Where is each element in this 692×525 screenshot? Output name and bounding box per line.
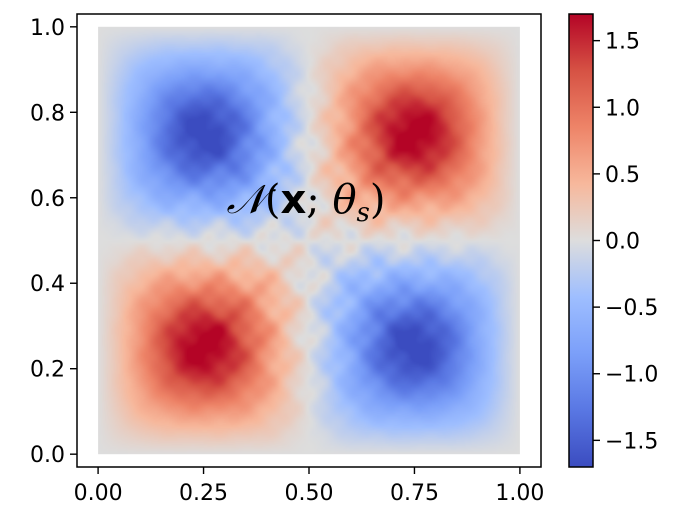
x-axis: 0.00 0.25 0.50 0.75 1.00 bbox=[74, 467, 544, 506]
y-tick-label: 0.6 bbox=[30, 187, 65, 212]
colorbar: 1.5 1.0 0.5 0.0 −0.5 −1.0 −1.5 bbox=[568, 13, 658, 468]
annotation-open-paren: ( bbox=[265, 177, 281, 223]
y-tick-label: 0.4 bbox=[30, 272, 65, 297]
x-tick-label: 0.75 bbox=[390, 481, 439, 506]
y-tick-label: 0.8 bbox=[30, 101, 65, 126]
heatmap-image bbox=[98, 26, 520, 455]
colorbar-ticks: 1.5 1.0 0.5 0.0 −0.5 −1.0 −1.5 bbox=[593, 30, 658, 454]
colorbar-tick-label: −1.0 bbox=[605, 363, 658, 388]
colorbar-tick-label: −0.5 bbox=[605, 296, 658, 321]
x-tick-label: 0.00 bbox=[74, 481, 123, 506]
annotation-close-paren: ) bbox=[370, 177, 386, 223]
x-tick-label: 0.50 bbox=[285, 481, 334, 506]
y-axis: 0.0 0.2 0.4 0.6 0.8 1.0 bbox=[30, 16, 77, 468]
colorbar-tick-label: 1.0 bbox=[605, 96, 640, 121]
x-tick-label: 1.00 bbox=[495, 481, 544, 506]
colorbar-tick-label: 1.5 bbox=[605, 30, 640, 55]
y-tick-label: 0.0 bbox=[30, 443, 65, 468]
y-tick-label: 0.2 bbox=[30, 358, 65, 383]
x-tick-label: 0.25 bbox=[179, 481, 228, 506]
annotation-theta: θ bbox=[332, 177, 356, 223]
y-tick-label: 1.0 bbox=[30, 16, 65, 41]
annotation-bold-x: x bbox=[280, 177, 306, 223]
heatmap-plot: 0.00 0.25 0.50 0.75 1.00 0.0 0.2 0.4 0.6 0.8 1.0 bbox=[30, 13, 544, 506]
colorbar-tick-label: −1.5 bbox=[605, 429, 658, 454]
annotation-label: 𝒩(x; θs) bbox=[227, 177, 386, 228]
colorbar-tick-label: 0.0 bbox=[605, 230, 640, 255]
colorbar-tick-label: 0.5 bbox=[605, 163, 640, 188]
annotation-semicolon: ; bbox=[306, 177, 332, 223]
annotation-subscript-s: s bbox=[357, 198, 370, 228]
colorbar-gradient bbox=[569, 14, 593, 467]
